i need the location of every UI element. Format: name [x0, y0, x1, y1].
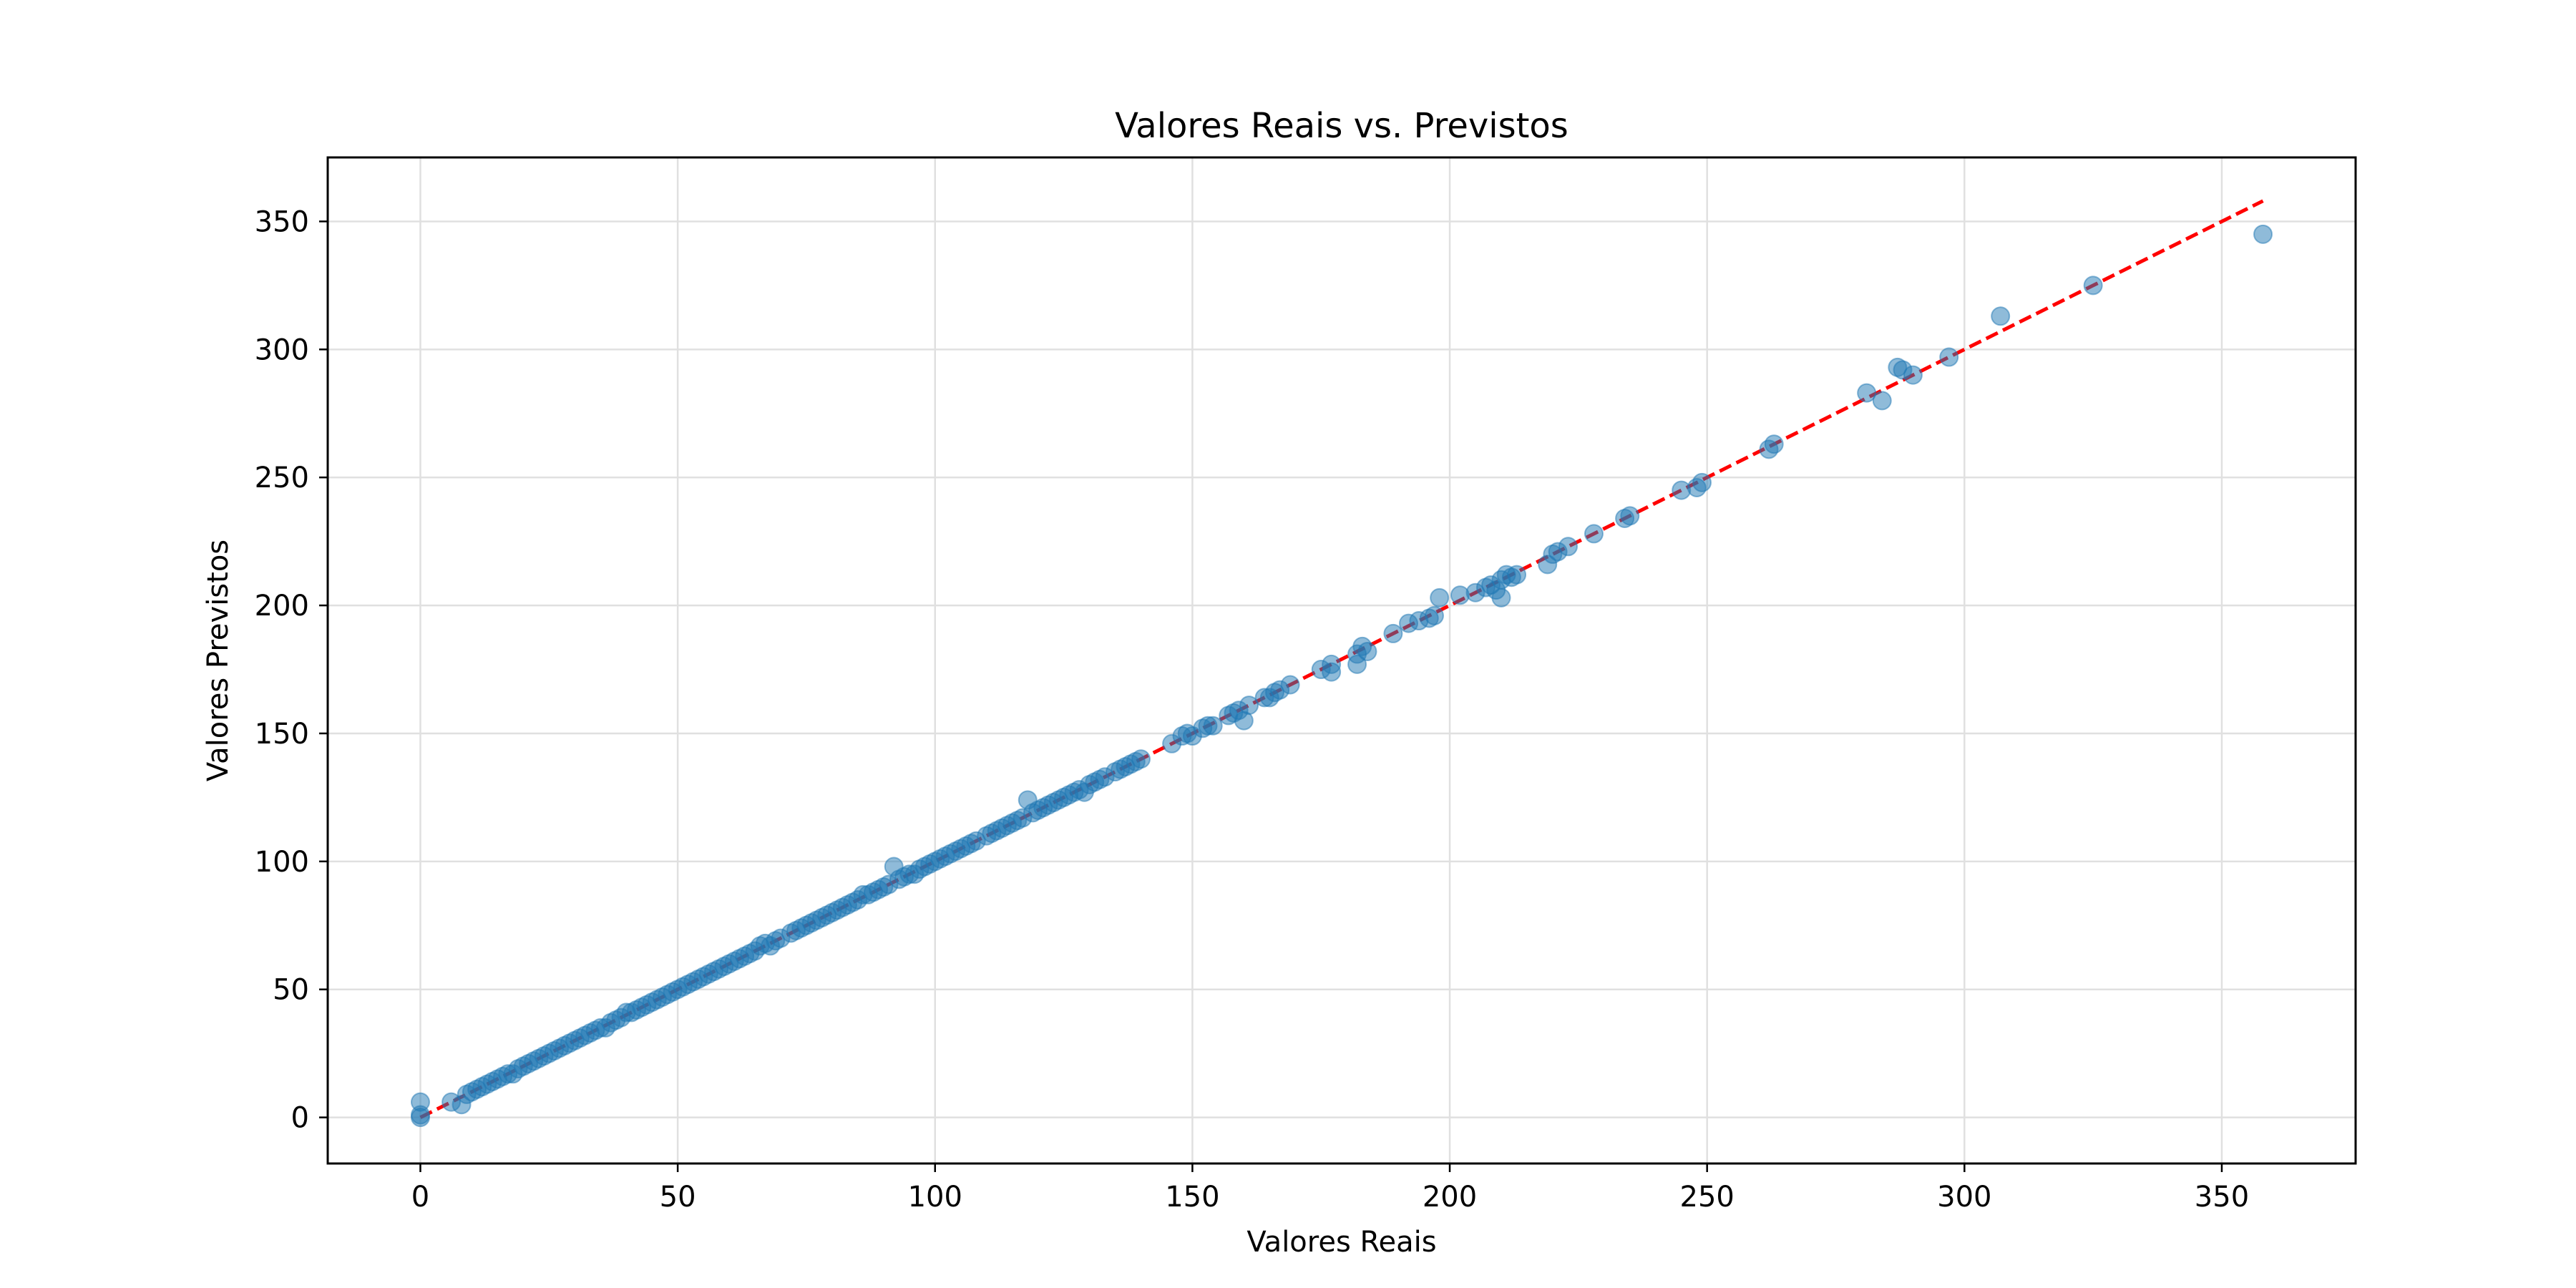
- scatter-point: [2253, 224, 2273, 244]
- y-tick-label: 200: [255, 590, 309, 623]
- scatter-point: [1620, 506, 1640, 526]
- x-tick-label: 0: [411, 1181, 429, 1214]
- scatter-point: [1239, 696, 1259, 716]
- scatter-point: [1507, 565, 1527, 585]
- scatter-point: [1584, 524, 1604, 544]
- scatter-point: [1872, 391, 1892, 411]
- x-tick-label: 250: [1680, 1181, 1735, 1214]
- scatter-point: [1280, 675, 1300, 695]
- scatter-point: [1991, 306, 2011, 326]
- x-tick-label: 300: [1937, 1181, 1991, 1214]
- y-tick-label: 50: [273, 974, 309, 1007]
- scatter-point: [1939, 347, 1959, 367]
- scatter-point: [1383, 623, 1403, 643]
- x-axis-ticks: 0 50 100 150 200 250 300 350: [411, 1163, 2249, 1214]
- scatter-point: [1131, 749, 1151, 769]
- scatter-point: [1203, 716, 1223, 736]
- scatter-point: [1347, 654, 1367, 674]
- scatter-point: [1430, 587, 1450, 608]
- x-tick-label: 200: [1423, 1181, 1477, 1214]
- scatter-point: [1903, 365, 1923, 385]
- x-tick-label: 100: [908, 1181, 962, 1214]
- x-axis-title: Valores Reais: [1246, 1226, 1436, 1259]
- y-tick-label: 100: [255, 846, 309, 879]
- data-points: [410, 224, 2273, 1128]
- scatter-point: [2083, 275, 2103, 296]
- x-tick-label: 350: [2195, 1181, 2249, 1214]
- scatter-point: [1857, 383, 1877, 403]
- scatter-point: [1322, 662, 1342, 682]
- y-tick-label: 250: [255, 462, 309, 494]
- grid-lines: [328, 157, 2356, 1163]
- y-tick-label: 150: [255, 718, 309, 751]
- y-axis-ticks: 0 50 100 150 200 250 300 350: [255, 205, 328, 1135]
- scatter-point: [1357, 641, 1377, 661]
- scatter-point: [1491, 587, 1511, 608]
- x-tick-label: 150: [1165, 1181, 1219, 1214]
- scatter-point: [1692, 472, 1712, 492]
- scatter-point: [1764, 434, 1784, 454]
- y-tick-label: 350: [255, 205, 309, 238]
- chart-title: Valores Reais vs. Previstos: [1115, 106, 1568, 146]
- plot-area-frame: [326, 156, 2357, 1165]
- scatter-point: [1424, 605, 1444, 625]
- scatter-point: [410, 1092, 430, 1112]
- y-tick-label: 0: [291, 1102, 309, 1135]
- scatter-point: [1558, 537, 1578, 557]
- x-tick-label: 50: [660, 1181, 696, 1214]
- y-tick-label: 300: [255, 333, 309, 366]
- y-axis-title: Valores Previstos: [202, 540, 235, 781]
